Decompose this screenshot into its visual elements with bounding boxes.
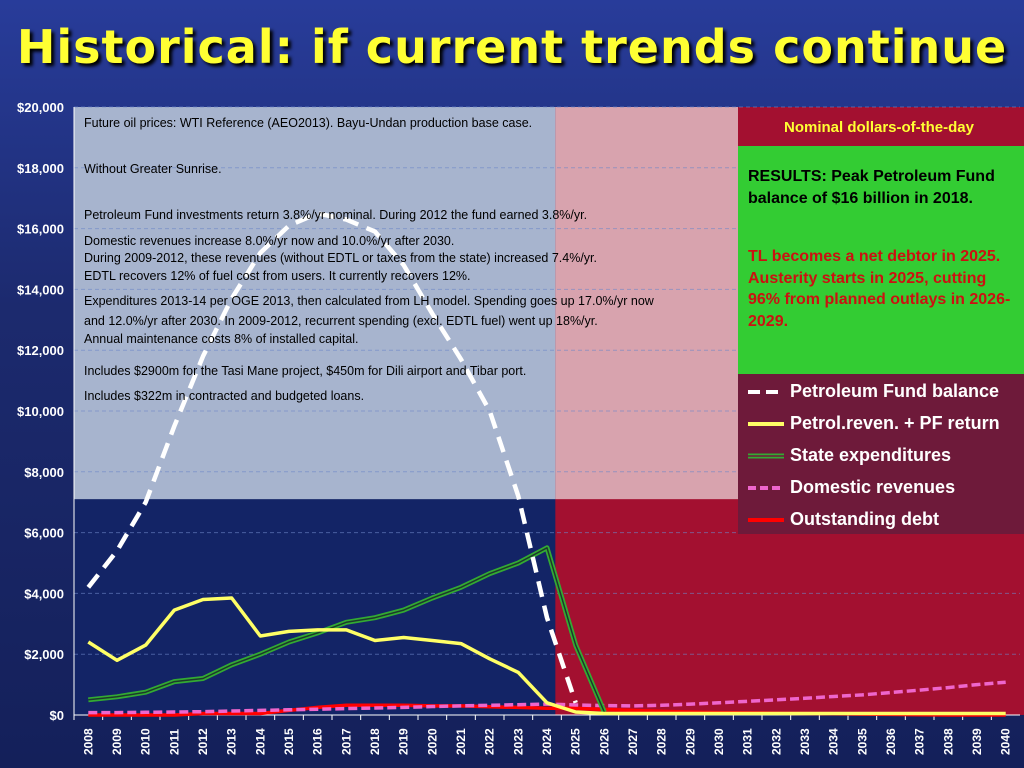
chart-note: During 2009-2012, these revenues (withou… [84,251,597,265]
chart-note: Petroleum Fund investments return 3.8%/y… [84,208,588,222]
y-tick-label: $8,000 [24,465,64,480]
x-tick-label: 2012 [196,728,210,755]
x-tick-label: 2015 [282,728,296,755]
x-tick-label: 2021 [454,728,468,755]
chart-note: Annual maintenance costs 8% of installed… [84,332,359,346]
x-tick-label: 2037 [913,728,927,755]
x-tick-label: 2019 [397,728,411,755]
x-tick-label: 2031 [741,728,755,755]
notes-panel-right [555,107,738,500]
y-tick-label: $10,000 [17,404,64,419]
legend-label: State expenditures [790,445,952,465]
x-tick-label: 2013 [225,728,239,755]
y-tick-label: $0 [50,708,64,723]
x-tick-label: 2014 [253,728,267,755]
x-tick-label: 2016 [311,728,325,755]
x-tick-label: 2010 [139,728,153,755]
results-peak-text: RESULTS: Peak Petroleum Fund balance of … [748,168,995,207]
x-tick-label: 2011 [167,729,181,755]
legend-item-pf-balance: Petroleum Fund balance [738,376,1024,408]
y-tick-label: $18,000 [17,161,64,176]
x-tick-label: 2022 [483,728,497,755]
x-tick-label: 2017 [339,728,353,755]
x-tick-label: 2027 [626,728,640,755]
x-tick-label: 2038 [941,728,955,755]
legend-item-petrol-revenue: Petrol.reven. + PF return [738,408,1024,440]
x-tick-label: 2028 [655,728,669,755]
x-tick-label: 2026 [597,728,611,755]
chart-note: Future oil prices: WTI Reference (AEO201… [84,116,533,130]
legend-label: Outstanding debt [790,509,939,529]
y-tick-label: $16,000 [17,222,64,237]
chart-note: Includes $2900m for the Tasi Mane projec… [84,364,527,378]
x-tick-label: 2020 [425,728,439,755]
results-box: RESULTS: Peak Petroleum Fund balance of … [738,146,1024,374]
x-tick-label: 2034 [827,728,841,755]
y-tick-label: $12,000 [17,343,64,358]
legend-label: Petroleum Fund balance [790,381,1000,401]
results-debtor-text: TL becomes a net debtor in 2025. Austeri… [748,248,1011,330]
legend-item-domestic-revenues: Domestic revenues [738,472,1024,504]
y-tick-label: $4,000 [24,586,64,601]
x-tick-label: 2032 [769,728,783,755]
x-tick-label: 2018 [368,728,382,755]
y-tick-label: $6,000 [24,526,64,541]
slide-title: Historical: if current trends continue [16,20,1008,74]
chart-note: EDTL recovers 12% of fuel cost from user… [84,269,471,283]
chart-note: Without Greater Sunrise. [84,162,222,176]
x-tick-label: 2035 [855,728,869,755]
x-tick-label: 2039 [970,728,984,755]
x-tick-label: 2040 [999,728,1013,755]
y-tick-label: $14,000 [17,282,64,297]
x-tick-label: 2033 [798,728,812,755]
unit-label-panel [738,107,1024,147]
y-tick-label: $20,000 [17,100,64,115]
legend-item-outstanding-debt: Outstanding debt [738,504,1024,536]
series-pf-balance [86,211,578,704]
x-tick-label: 2030 [712,728,726,755]
x-tick-label: 2025 [569,728,583,755]
legend-item-state-expenditures: State expenditures [738,440,1024,472]
x-tick-label: 2009 [110,728,124,755]
x-tick-label: 2023 [511,728,525,755]
legend-label: Petrol.reven. + PF return [790,413,1000,433]
chart-note: Domestic revenues increase 8.0%/yr now a… [84,234,455,248]
x-tick-label: 2036 [884,728,898,755]
series-state-expenditures-inner [88,547,605,713]
chart-note: and 12.0%/yr after 2030. In 2009-2012, r… [84,314,598,328]
series-petrol-revenue [87,596,1006,716]
legend-label: Domestic revenues [790,477,956,497]
x-tick-label: 2029 [683,728,697,755]
y-tick-label: $2,000 [24,647,64,662]
x-tick-label: 2024 [540,728,554,755]
legend: Petroleum Fund balance Petrol.reven. + P… [738,374,1024,534]
chart-note: Includes $322m in contracted and budgete… [84,389,365,403]
notes-panel-left [74,107,556,500]
unit-label: Nominal dollars-of-the-day [783,119,974,136]
chart-note: Expenditures 2013-14 per OGE 2013, then … [84,294,654,308]
x-tick-label: 2008 [81,728,95,755]
